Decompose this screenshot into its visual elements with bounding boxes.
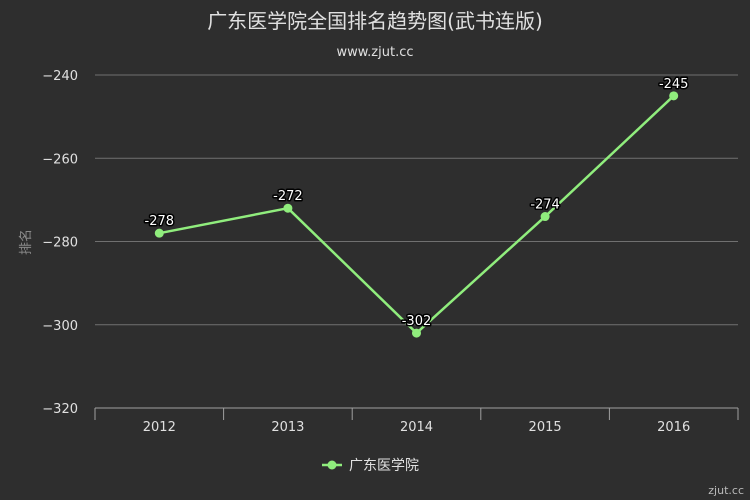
series-line[interactable] <box>159 94 675 335</box>
legend[interactable]: 广东医学院 <box>322 458 419 474</box>
data-point[interactable] <box>154 228 164 238</box>
chart-subtitle: www.zjut.cc <box>336 45 413 60</box>
data-label: -278 <box>145 214 175 229</box>
x-axis: 2012 2013 2014 2015 2016 <box>94 407 739 435</box>
y-axis-label: 排名 <box>18 229 34 255</box>
y-tick-label: −240 <box>42 69 78 84</box>
data-label: -272 <box>273 189 303 204</box>
legend-label: 广东医学院 <box>349 458 419 474</box>
credit-text[interactable]: zjut.cc <box>708 484 744 497</box>
x-tick-label: 2015 <box>529 420 562 435</box>
data-label: -274 <box>530 198 560 213</box>
y-tick-label: −260 <box>42 152 78 167</box>
chart-title: 广东医学院全国排名趋势图(武书连版) <box>207 9 543 33</box>
x-tick-label: 2012 <box>143 420 176 435</box>
series-group: -278 -272 -302 -274 -245 <box>143 75 690 338</box>
y-tick-label: −300 <box>42 319 78 334</box>
x-tick-label: 2014 <box>400 420 433 435</box>
y-axis-ticks: −240 −260 −280 −300 −320 <box>42 69 78 417</box>
data-point[interactable] <box>540 212 550 222</box>
x-tick-label: 2013 <box>271 420 304 435</box>
data-label: -302 <box>402 314 432 329</box>
x-tick-label: 2016 <box>657 420 690 435</box>
legend-marker <box>327 460 337 470</box>
data-point[interactable] <box>283 203 293 213</box>
data-point[interactable] <box>669 91 679 101</box>
y-tick-label: −280 <box>42 236 78 251</box>
data-point[interactable] <box>412 328 421 338</box>
data-label: -245 <box>659 77 689 92</box>
y-tick-label: −320 <box>42 402 78 417</box>
